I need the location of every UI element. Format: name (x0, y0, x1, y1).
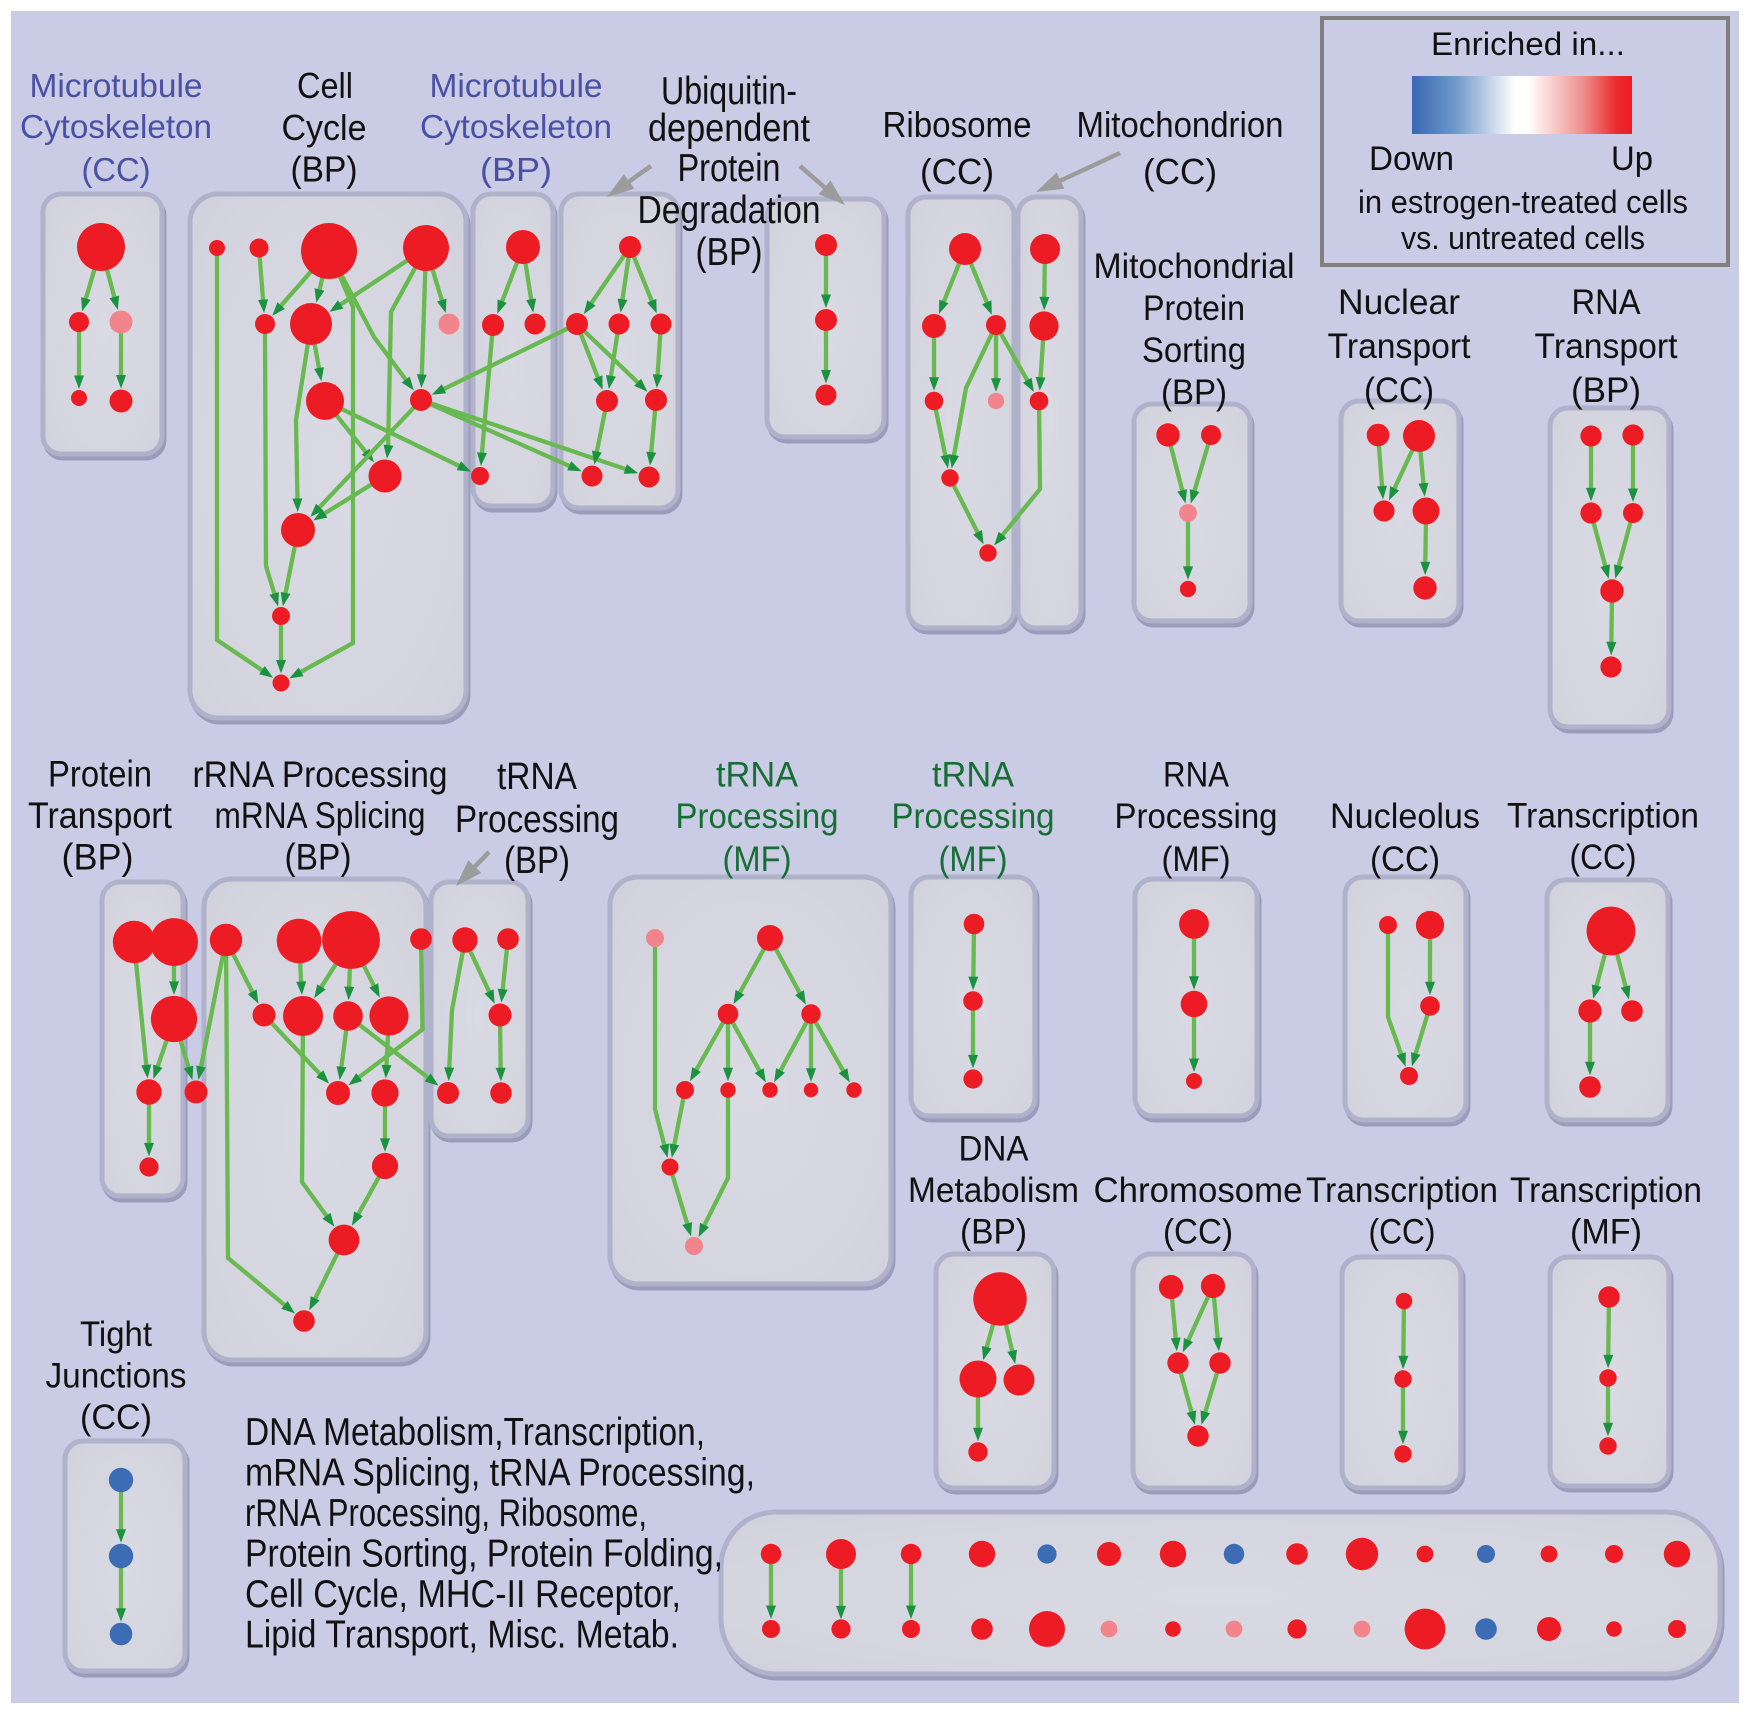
svg-text:(CC): (CC) (1370, 840, 1440, 879)
svg-text:(CC): (CC) (920, 151, 994, 192)
svg-text:Cycle: Cycle (282, 107, 367, 148)
svg-text:Protein Sorting, Protein Foldi: Protein Sorting, Protein Folding, (245, 1533, 723, 1576)
svg-text:(CC): (CC) (1143, 151, 1217, 192)
svg-text:(BP): (BP) (504, 840, 570, 882)
svg-text:Ribosome: Ribosome (883, 104, 1032, 145)
svg-text:Protein: Protein (678, 147, 781, 190)
svg-text:(CC): (CC) (1163, 1213, 1233, 1252)
svg-text:Processing: Processing (676, 797, 839, 836)
svg-text:Up: Up (1611, 140, 1653, 178)
svg-text:tRNA: tRNA (716, 756, 799, 795)
svg-text:Transcription: Transcription (1306, 1171, 1498, 1210)
svg-text:(CC): (CC) (82, 151, 151, 188)
svg-text:(CC): (CC) (1364, 371, 1434, 410)
svg-text:tRNA: tRNA (497, 756, 578, 798)
svg-text:Degradation: Degradation (638, 189, 821, 232)
svg-text:(CC): (CC) (1570, 838, 1637, 877)
svg-text:(CC): (CC) (80, 1398, 152, 1437)
svg-text:Down: Down (1369, 140, 1454, 178)
svg-text:(MF): (MF) (1570, 1213, 1642, 1252)
svg-text:Microtubule: Microtubule (430, 67, 603, 104)
svg-text:Ubiquitin-: Ubiquitin- (661, 70, 797, 113)
svg-text:dependent: dependent (648, 107, 810, 150)
svg-text:(BP): (BP) (960, 1213, 1027, 1252)
svg-text:Cytoskeleton: Cytoskeleton (420, 108, 612, 145)
svg-text:rRNA Processing, Ribosome,: rRNA Processing, Ribosome, (245, 1492, 647, 1535)
svg-text:Transport: Transport (1328, 327, 1471, 366)
svg-text:mRNA Splicing: mRNA Splicing (215, 795, 426, 836)
svg-text:Processing: Processing (892, 797, 1055, 836)
svg-text:RNA: RNA (1572, 283, 1642, 322)
svg-text:in estrogen-treated cells: in estrogen-treated cells (1358, 184, 1688, 220)
svg-text:Metabolism: Metabolism (908, 1171, 1079, 1210)
svg-text:Protein: Protein (48, 754, 152, 795)
svg-text:(BP): (BP) (480, 151, 552, 188)
svg-text:Transcription: Transcription (1510, 1171, 1702, 1210)
svg-text:Enriched in...: Enriched in... (1431, 26, 1625, 62)
svg-text:(BP): (BP) (696, 231, 763, 274)
svg-text:tRNA: tRNA (932, 756, 1015, 795)
svg-text:rRNA Processing: rRNA Processing (193, 754, 448, 795)
svg-text:(MF): (MF) (1162, 840, 1231, 879)
svg-text:(BP): (BP) (1161, 373, 1227, 412)
svg-text:Mitochondrion: Mitochondrion (1077, 104, 1284, 145)
svg-text:(CC): (CC) (1369, 1213, 1436, 1252)
svg-text:Processing: Processing (1115, 797, 1278, 836)
svg-text:Processing: Processing (455, 799, 619, 841)
svg-text:Cytoskeleton: Cytoskeleton (20, 108, 212, 145)
svg-text:DNA: DNA (959, 1130, 1030, 1169)
svg-text:Junctions: Junctions (46, 1357, 187, 1396)
svg-text:DNA Metabolism,Transcription,: DNA Metabolism,Transcription, (245, 1411, 705, 1454)
svg-text:RNA: RNA (1163, 756, 1230, 795)
svg-text:(BP): (BP) (62, 837, 134, 878)
svg-text:Mitochondrial: Mitochondrial (1094, 247, 1295, 286)
svg-text:Transcription: Transcription (1507, 797, 1699, 836)
svg-text:(BP): (BP) (285, 837, 352, 878)
svg-text:mRNA Splicing, tRNA Processing: mRNA Splicing, tRNA Processing, (245, 1452, 755, 1495)
svg-text:Transport: Transport (28, 795, 173, 836)
svg-text:Sorting: Sorting (1142, 331, 1246, 370)
svg-text:Transport: Transport (1535, 327, 1678, 366)
svg-text:Nuclear: Nuclear (1338, 283, 1460, 322)
svg-text:Microtubule: Microtubule (30, 67, 203, 104)
svg-text:(BP): (BP) (291, 149, 358, 190)
svg-text:vs. untreated cells: vs. untreated cells (1401, 220, 1645, 256)
svg-text:Chromosome: Chromosome (1094, 1171, 1303, 1210)
svg-text:Cell: Cell (297, 65, 353, 106)
svg-text:Protein: Protein (1143, 289, 1245, 328)
svg-text:(MF): (MF) (939, 840, 1008, 879)
svg-text:(BP): (BP) (1571, 371, 1641, 410)
svg-text:Cell Cycle, MHC-II Receptor,: Cell Cycle, MHC-II Receptor, (245, 1573, 681, 1616)
svg-text:Tight: Tight (80, 1315, 152, 1354)
svg-text:Nucleolus: Nucleolus (1330, 797, 1480, 836)
svg-text:(MF): (MF) (723, 840, 792, 879)
svg-text:Lipid Transport, Misc. Metab.: Lipid Transport, Misc. Metab. (245, 1614, 679, 1657)
